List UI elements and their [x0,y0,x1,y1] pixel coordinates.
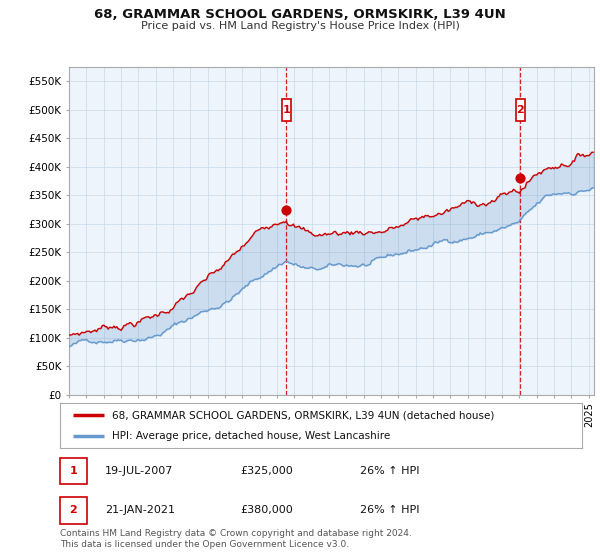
Point [281,205,291,214]
Text: 2: 2 [517,105,524,115]
Text: Price paid vs. HM Land Registry's House Price Index (HPI): Price paid vs. HM Land Registry's House … [140,21,460,31]
Text: 1: 1 [70,466,77,476]
Text: 68, GRAMMAR SCHOOL GARDENS, ORMSKIRK, L39 4UN: 68, GRAMMAR SCHOOL GARDENS, ORMSKIRK, L3… [94,8,506,21]
Text: 19-JUL-2007: 19-JUL-2007 [105,466,173,476]
Text: 26% ↑ HPI: 26% ↑ HPI [360,505,419,515]
Text: 2: 2 [70,505,77,515]
Text: 68, GRAMMAR SCHOOL GARDENS, ORMSKIRK, L39 4UN (detached house): 68, GRAMMAR SCHOOL GARDENS, ORMSKIRK, L3… [112,410,494,421]
Text: Contains HM Land Registry data © Crown copyright and database right 2024.
This d: Contains HM Land Registry data © Crown c… [60,529,412,549]
Point [515,174,525,183]
Text: 21-JAN-2021: 21-JAN-2021 [105,505,175,515]
FancyBboxPatch shape [515,99,525,121]
Text: 1: 1 [283,105,290,115]
Text: 26% ↑ HPI: 26% ↑ HPI [360,466,419,476]
Text: £380,000: £380,000 [240,505,293,515]
Text: £325,000: £325,000 [240,466,293,476]
Text: HPI: Average price, detached house, West Lancashire: HPI: Average price, detached house, West… [112,431,391,441]
FancyBboxPatch shape [281,99,291,121]
